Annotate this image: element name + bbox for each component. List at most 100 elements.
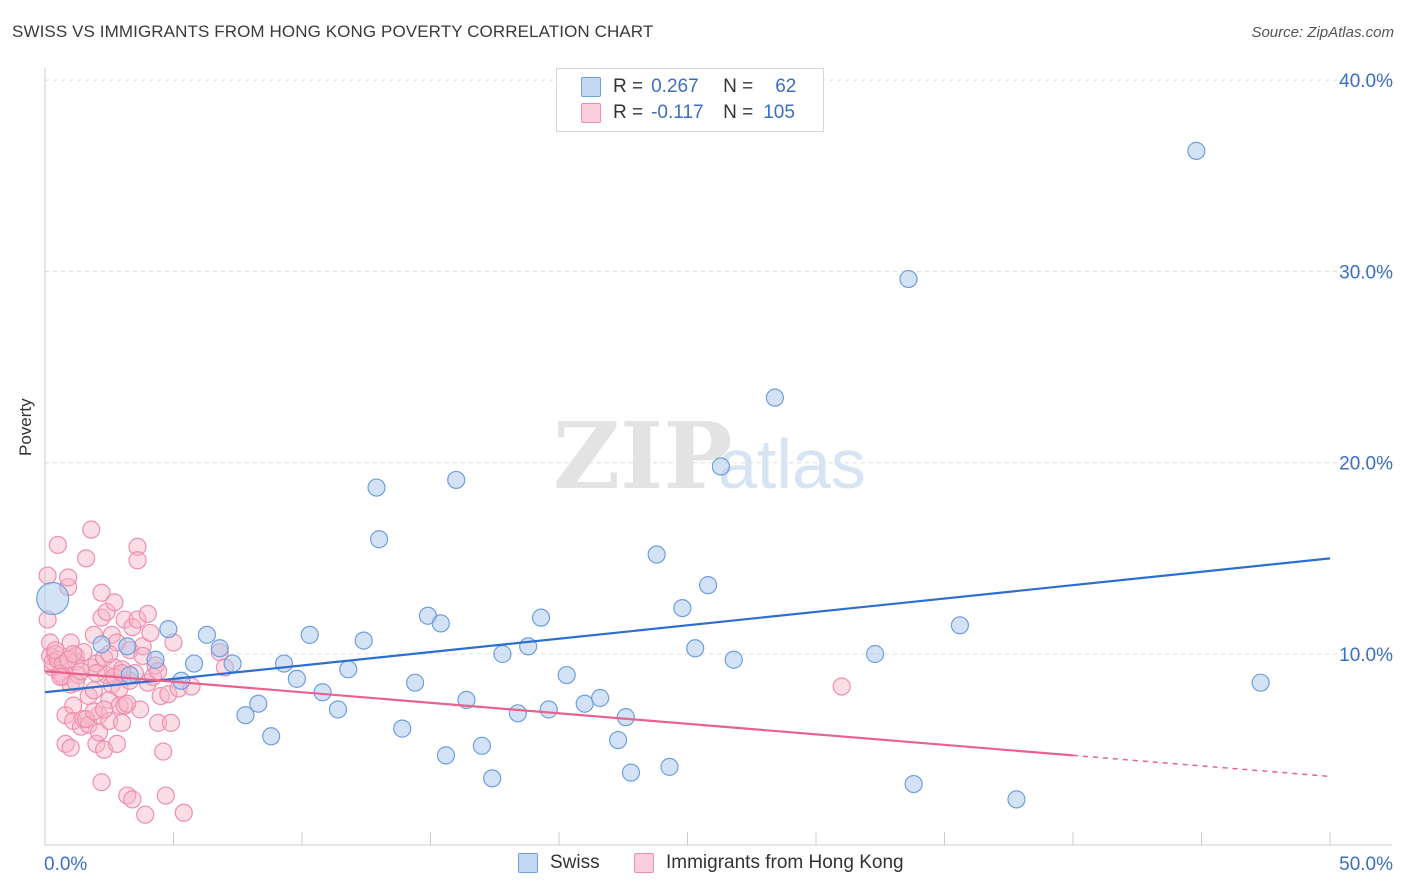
chart-title: SWISS VS IMMIGRANTS FROM HONG KONG POVER…: [12, 22, 654, 41]
swiss-point: [36, 581, 70, 616]
hk-point: [128, 610, 147, 629]
swiss-point: [557, 665, 576, 685]
swiss-point: [483, 769, 502, 788]
hk-r-value: -0.117: [651, 102, 704, 123]
swiss-point: [660, 757, 679, 776]
swiss-point: [328, 700, 348, 719]
swiss-point: [262, 727, 281, 746]
hk-point: [141, 623, 160, 643]
hk-point: [161, 713, 181, 732]
hk-point: [115, 610, 134, 629]
swiss-point: [300, 625, 319, 644]
swiss-n-label: N =: [723, 76, 754, 97]
swiss-trend-line: [44, 557, 1331, 694]
trend-lines: [44, 557, 1331, 778]
swiss-point: [223, 654, 242, 673]
swiss-point: [118, 637, 137, 656]
swiss-point: [609, 730, 628, 750]
swiss-point: [591, 688, 610, 708]
swiss-point: [866, 644, 885, 664]
swiss-point: [146, 650, 165, 669]
swiss-point: [472, 736, 491, 755]
grid-lines: [45, 79, 1392, 655]
hk-point: [59, 568, 78, 587]
swiss-point: [236, 706, 255, 725]
y-tick-label: 40.0%: [1339, 71, 1393, 92]
hk-trend-extension: [1072, 754, 1331, 778]
swiss-point: [673, 598, 692, 618]
swiss-point: [120, 665, 139, 685]
hk-point: [832, 677, 851, 696]
swiss-point: [447, 470, 466, 490]
hk-point: [97, 602, 116, 622]
bottom-hk-label: Immigrants from Hong Kong: [666, 852, 904, 873]
hk-swatch: [581, 103, 601, 123]
swiss-point: [367, 478, 386, 497]
bottom-hk-swatch: [634, 853, 654, 873]
swiss-point: [274, 654, 294, 673]
y-tick-label: 30.0%: [1339, 262, 1393, 283]
hk-point: [46, 641, 65, 660]
x-tick-label-max: 50.0%: [1339, 854, 1393, 875]
hk-point: [64, 696, 83, 715]
swiss-point: [575, 694, 594, 713]
swiss-point: [493, 644, 512, 664]
swiss-r-value: 0.267: [651, 76, 699, 97]
bottom-legend-swiss: Swiss: [518, 852, 600, 874]
hk-point: [107, 734, 127, 754]
hk-point: [136, 805, 155, 824]
hk-n-label: N =: [723, 102, 754, 123]
hk-point: [82, 520, 101, 539]
swiss-point: [1251, 673, 1270, 692]
hk-point: [115, 696, 134, 715]
hk-point: [38, 566, 57, 585]
swiss-point: [92, 635, 111, 654]
correlation-legend: R = 0.267 N = 62 R = -0.117 N = 105: [556, 68, 824, 132]
swiss-point: [698, 576, 718, 595]
swiss-point: [159, 620, 178, 639]
hk-r-label: R =: [613, 102, 644, 123]
hk-point: [95, 700, 114, 719]
swiss-point: [1187, 141, 1206, 160]
hk-point: [156, 786, 175, 805]
hk-point: [105, 593, 124, 612]
y-tick-label: 20.0%: [1339, 454, 1393, 475]
hk-point: [128, 537, 147, 556]
hk-point: [92, 608, 111, 627]
swiss-point: [354, 631, 373, 650]
swiss-point: [339, 660, 358, 679]
swiss-point: [457, 690, 476, 710]
hk-point: [92, 773, 111, 792]
swiss-point: [431, 614, 450, 633]
tick-labels: 10.0% 20.0% 30.0% 40.0% 0.0% 50.0%: [44, 71, 1393, 875]
swiss-point: [899, 269, 918, 289]
hk-point: [48, 535, 67, 555]
hk-point: [87, 664, 106, 683]
hk-point: [159, 685, 178, 704]
swiss-point: [616, 708, 635, 727]
swiss-point: [539, 700, 558, 719]
swiss-point: [711, 457, 731, 476]
x-tick-label-min: 0.0%: [44, 854, 87, 875]
hk-point: [118, 694, 137, 713]
swiss-point: [287, 669, 306, 688]
swiss-point: [197, 625, 217, 644]
watermark-atlas: atlas: [718, 425, 866, 503]
swiss-point: [313, 683, 332, 702]
swiss-point: [724, 650, 743, 669]
swiss-point: [950, 616, 970, 635]
swiss-point: [436, 746, 456, 765]
swiss-r-label: R =: [613, 76, 644, 97]
swiss-point: [647, 545, 666, 564]
hk-point: [174, 803, 193, 822]
swiss-point: [904, 774, 923, 794]
hk-point: [59, 650, 78, 669]
hk-point: [77, 549, 96, 568]
swiss-point: [531, 608, 551, 627]
hk-point: [64, 644, 83, 664]
swiss-point: [1007, 790, 1026, 809]
hk-point: [92, 583, 111, 602]
hk-point: [154, 742, 173, 761]
hk-point: [128, 551, 147, 570]
hk-point: [89, 723, 109, 742]
